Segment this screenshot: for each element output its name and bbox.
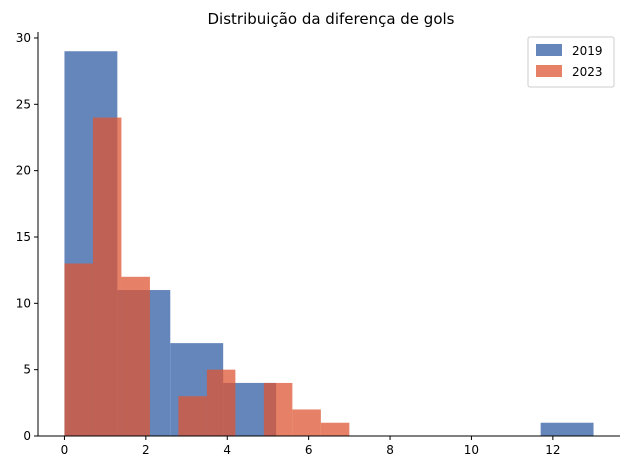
axes: 0 2 4 6 8 10 12 0 5 10 15 20 25 30 <box>16 31 620 457</box>
legend-label-2023: 2023 <box>572 65 603 79</box>
bar-2019-bin-9 <box>540 422 594 436</box>
legend-label-2019: 2019 <box>572 44 603 58</box>
x-tick-label: 6 <box>305 443 313 457</box>
chart-title: Distribuição da diferença de gols <box>208 10 455 28</box>
bar-2023-bin-0 <box>64 263 93 436</box>
x-tick-label: 0 <box>61 443 69 457</box>
x-tick-label: 12 <box>545 443 560 457</box>
bar-2023-bin-1 <box>92 117 122 436</box>
y-tick-label: 15 <box>16 230 31 244</box>
series-2023-bars <box>64 117 350 436</box>
bar-2023-bin-5 <box>206 369 236 436</box>
x-tick-label: 2 <box>142 443 150 457</box>
y-tick-label: 10 <box>16 296 31 310</box>
legend-swatch-2019 <box>536 44 562 56</box>
y-tick-label: 30 <box>16 31 31 45</box>
bar-2023-bin-7 <box>263 382 293 436</box>
x-tick-label: 10 <box>464 443 479 457</box>
y-tick-label: 5 <box>23 363 31 377</box>
legend-swatch-2023 <box>536 65 562 77</box>
x-tick-label: 8 <box>386 443 394 457</box>
y-tick-label: 0 <box>23 429 31 443</box>
y-tick-label: 20 <box>16 164 31 178</box>
x-tick-label: 4 <box>223 443 231 457</box>
bar-2023-bin-8 <box>292 409 321 436</box>
bar-2023-bin-2 <box>121 276 150 436</box>
bar-2023-bin-9 <box>320 422 350 436</box>
bar-2023-bin-4 <box>178 396 207 436</box>
legend: 2019 2023 <box>527 36 615 88</box>
y-tick-label: 25 <box>16 97 31 111</box>
